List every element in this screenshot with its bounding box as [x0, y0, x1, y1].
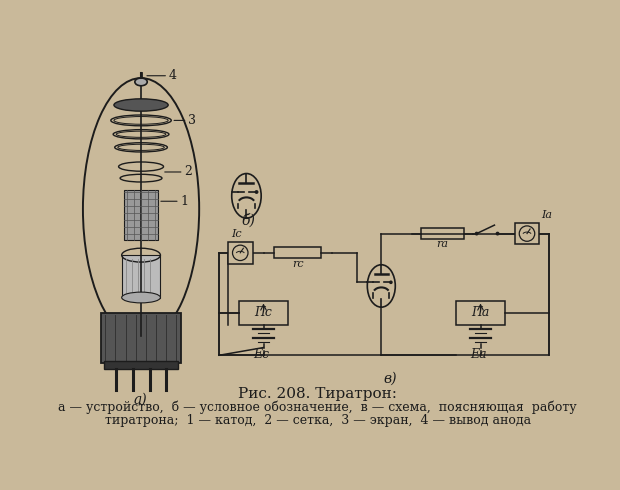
- Text: rс: rс: [292, 259, 303, 269]
- Text: Па: Па: [471, 306, 490, 319]
- Text: Пс: Пс: [255, 306, 272, 319]
- Text: Iс: Iс: [231, 229, 242, 240]
- Bar: [239, 300, 288, 325]
- Text: б): б): [242, 214, 255, 228]
- Ellipse shape: [122, 292, 161, 303]
- Text: rа: rа: [436, 240, 448, 249]
- Text: в): в): [384, 371, 397, 385]
- Bar: [124, 190, 158, 240]
- Text: 2: 2: [185, 166, 192, 178]
- Text: 4: 4: [169, 69, 177, 82]
- Text: 1: 1: [180, 195, 188, 208]
- Circle shape: [389, 280, 392, 284]
- Circle shape: [475, 232, 479, 236]
- Bar: [422, 228, 464, 239]
- Circle shape: [495, 232, 500, 236]
- Bar: [456, 300, 505, 325]
- Bar: [104, 362, 179, 369]
- Text: 3: 3: [188, 114, 197, 127]
- Bar: [274, 247, 321, 258]
- Circle shape: [255, 190, 259, 194]
- Text: а — устройство,  б — условное обозначение,  в — схема,  поясняющая  работу: а — устройство, б — условное обозначение…: [58, 401, 577, 415]
- Bar: [228, 242, 253, 264]
- Ellipse shape: [135, 78, 148, 86]
- Text: Iа: Iа: [541, 210, 552, 220]
- Text: Рис. 208. Тиратрон:: Рис. 208. Тиратрон:: [238, 387, 397, 401]
- Text: Eа: Eа: [470, 348, 487, 361]
- Text: Eс: Eс: [253, 348, 269, 361]
- Ellipse shape: [114, 99, 168, 111]
- Text: тиратрона;  1 — катод,  2 — сетка,  3 — экран,  4 — вывод анода: тиратрона; 1 — катод, 2 — сетка, 3 — экр…: [105, 414, 531, 427]
- Bar: [515, 223, 539, 245]
- Text: а): а): [133, 393, 147, 407]
- Bar: [122, 255, 161, 297]
- Bar: [100, 313, 182, 363]
